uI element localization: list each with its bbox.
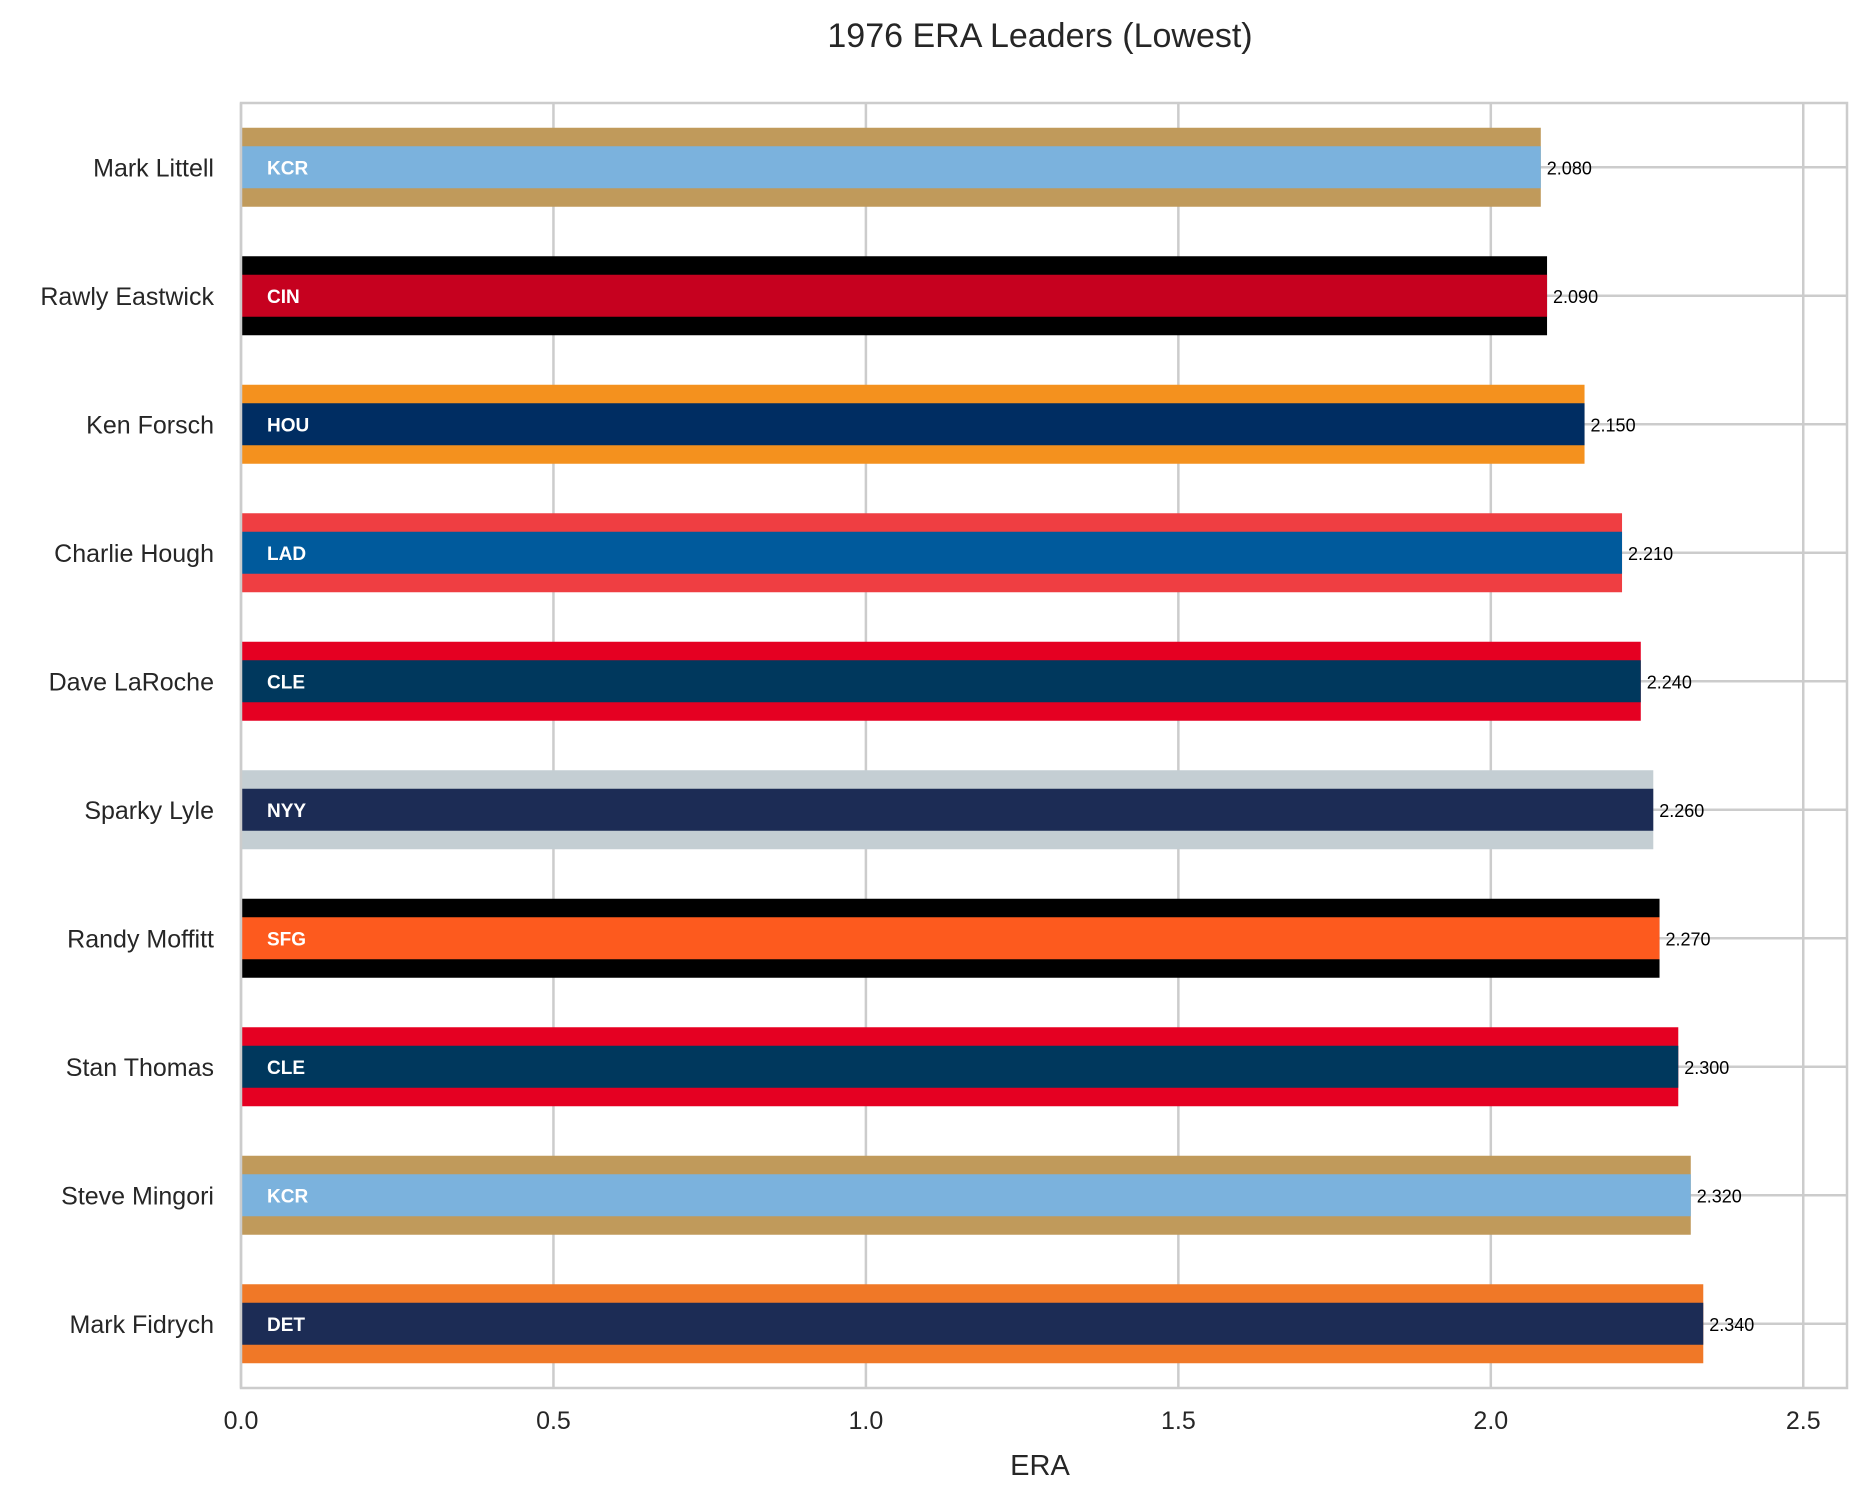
team-label: CLE — [267, 672, 305, 693]
x-tick-labels: 0.0 0.5 1.0 1.5 2.0 2.5 — [224, 1407, 1821, 1435]
y-tick-label: Charlie Hough — [54, 540, 214, 568]
x-tick-label: 2.0 — [1473, 1407, 1508, 1435]
value-label: 2.270 — [1666, 929, 1711, 949]
value-label: 2.320 — [1697, 1186, 1742, 1206]
bar-inner — [241, 403, 1585, 446]
bar-inner — [241, 531, 1623, 574]
team-label: KCR — [267, 158, 308, 179]
y-tick-labels: Mark Littell Rawly Eastwick Ken Forsch Char… — [40, 154, 214, 1339]
x-axis-label: ERA — [1010, 1450, 1070, 1482]
team-label: KCR — [267, 1186, 308, 1207]
bar-group: HOU 2.150 — [241, 384, 1636, 464]
bar-group: CIN 2.090 — [241, 256, 1598, 336]
bars: KCR 2.080 CIN 2.090 HOU 2.150 LAD 2.210 CLE 2.240… — [241, 127, 1754, 1364]
x-tick-label: 0.5 — [536, 1407, 571, 1435]
y-tick-label: Dave LaRoche — [49, 668, 214, 696]
bar-group: KCR 2.320 — [241, 1155, 1742, 1235]
value-label: 2.150 — [1591, 415, 1636, 435]
bar-group: DET 2.340 — [241, 1284, 1754, 1364]
chart-title: 1976 ERA Leaders (Lowest) — [827, 17, 1252, 55]
y-tick-label: Ken Forsch — [86, 411, 214, 439]
bar-inner — [241, 146, 1541, 189]
y-tick-label: Mark Fidrych — [70, 1311, 214, 1339]
y-tick-label: Randy Moffitt — [67, 925, 214, 953]
team-label: SFG — [267, 929, 306, 950]
bar-group: KCR 2.080 — [241, 127, 1592, 207]
bar-group: LAD 2.210 — [241, 513, 1673, 593]
value-label: 2.340 — [1709, 1315, 1754, 1335]
value-label: 2.080 — [1547, 158, 1592, 178]
bar-group: CLE 2.300 — [241, 1027, 1729, 1107]
team-label: DET — [267, 1315, 305, 1336]
y-tick-label: Steve Mingori — [61, 1182, 214, 1210]
value-label: 2.260 — [1659, 801, 1704, 821]
x-tick-label: 2.5 — [1786, 1407, 1821, 1435]
bar-inner — [241, 1045, 1679, 1088]
team-label: HOU — [267, 415, 309, 436]
value-label: 2.090 — [1553, 287, 1598, 307]
team-label: CLE — [267, 1058, 305, 1079]
bar-inner — [241, 788, 1654, 831]
bar-inner — [241, 660, 1641, 703]
value-label: 2.300 — [1684, 1058, 1729, 1078]
team-label: CIN — [267, 287, 300, 308]
bar-group: CLE 2.240 — [241, 641, 1692, 721]
plot-frame — [239, 101, 1849, 1390]
x-tick-label: 1.0 — [849, 1407, 884, 1435]
value-label: 2.240 — [1647, 672, 1692, 692]
bar-group: NYY 2.260 — [241, 770, 1704, 850]
y-tick-label: Rawly Eastwick — [40, 283, 214, 311]
bar-inner — [241, 1302, 1704, 1345]
bar-inner — [241, 917, 1660, 960]
team-label: NYY — [267, 801, 306, 822]
y-tick-label: Sparky Lyle — [84, 797, 214, 825]
x-tick-label: 1.5 — [1161, 1407, 1196, 1435]
value-label: 2.210 — [1628, 544, 1673, 564]
bar-inner — [241, 1174, 1691, 1217]
bar-group: SFG 2.270 — [241, 898, 1711, 978]
team-label: LAD — [267, 544, 306, 565]
bar-inner — [241, 274, 1548, 317]
y-tick-label: Mark Littell — [93, 154, 214, 182]
x-tick-label: 0.0 — [224, 1407, 259, 1435]
y-tick-label: Stan Thomas — [66, 1054, 214, 1082]
